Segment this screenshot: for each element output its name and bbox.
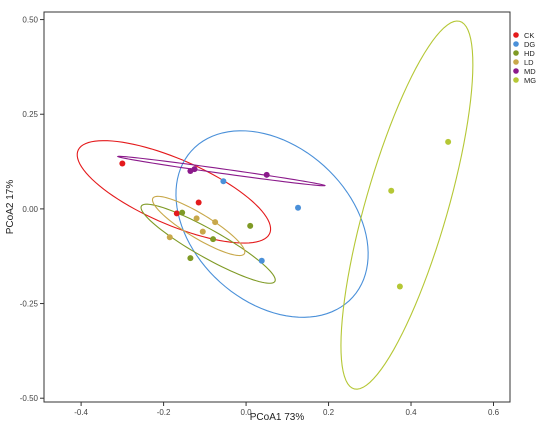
data-point-mg [396, 283, 403, 290]
ellipses-layer [76, 20, 474, 390]
data-point-mg [445, 138, 452, 145]
data-point-ld [166, 234, 173, 241]
legend-label-dg: DG [524, 40, 535, 49]
ellipse-mg [340, 20, 474, 390]
data-point-ld [193, 215, 200, 222]
y-axis: 0.50 0.25 0.00 -0.25 -0.50 [20, 16, 44, 403]
data-point-ck [195, 199, 202, 206]
data-point-ld [199, 228, 206, 235]
data-point-dg [220, 178, 227, 185]
x-tick-label: -0.2 [157, 408, 171, 417]
legend-label-ck: CK [524, 31, 534, 40]
y-tick-label: 0.00 [22, 205, 38, 214]
points-layer [119, 138, 452, 290]
data-point-ld [212, 219, 219, 226]
legend-marker-ld [513, 59, 519, 65]
data-point-ck [119, 160, 126, 167]
y-tick-label: 0.25 [22, 110, 38, 119]
legend-marker-mg [513, 77, 519, 83]
x-axis: -0.4 -0.2 0.0 0.2 0.4 0.6 [74, 402, 500, 417]
y-tick-label: 0.50 [22, 16, 38, 25]
data-point-dg [258, 257, 265, 264]
y-axis-label: PCoA2 17% [5, 180, 16, 235]
plot-frame [43, 11, 511, 403]
legend-marker-dg [513, 41, 519, 47]
legend-marker-ck [513, 32, 519, 38]
ellipse-md [116, 155, 326, 187]
data-point-md [191, 166, 198, 173]
legend-label-mg: MG [524, 76, 536, 85]
x-axis-label: PCoA1 73% [250, 412, 305, 423]
x-tick-label: 0.4 [405, 408, 417, 417]
data-point-dg [295, 204, 302, 211]
y-tick-label: -0.25 [20, 300, 39, 309]
x-tick-label: -0.4 [74, 408, 88, 417]
data-point-md [263, 171, 270, 178]
legend-label-ld: LD [524, 58, 534, 67]
legend-marker-md [513, 68, 519, 74]
legend-marker-hd [513, 50, 519, 56]
x-tick-label: 0.6 [488, 408, 500, 417]
data-point-hd [179, 209, 186, 216]
x-tick-label: 0.0 [241, 408, 253, 417]
legend-label-md: MD [524, 67, 536, 76]
data-point-hd [187, 255, 194, 262]
x-tick-label: 0.2 [323, 408, 335, 417]
ellipse-ld [151, 195, 246, 257]
ellipse-dg [175, 130, 369, 318]
ellipse-ck [76, 140, 272, 244]
data-point-mg [388, 187, 395, 194]
ellipse-hd [140, 203, 276, 284]
legend-label-hd: HD [524, 49, 535, 58]
data-point-hd [247, 222, 254, 229]
data-point-ck [173, 210, 180, 217]
data-point-hd [210, 236, 217, 243]
y-tick-label: -0.50 [20, 394, 39, 403]
